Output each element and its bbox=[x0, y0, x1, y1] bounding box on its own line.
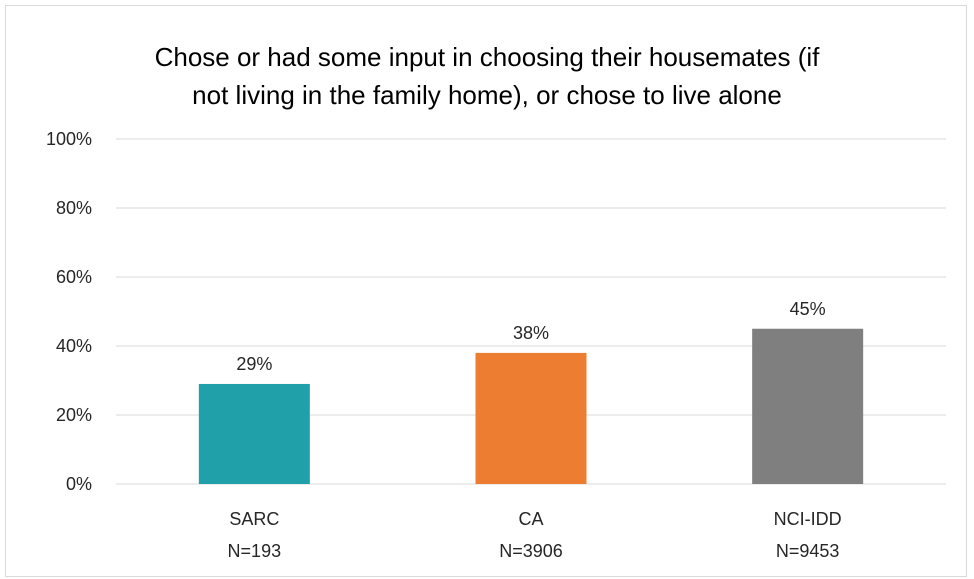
category-label: NCI-IDD bbox=[774, 509, 842, 529]
bar-nci-idd bbox=[752, 328, 864, 484]
category-label: CA bbox=[518, 509, 543, 529]
chart-title: Chose or had some input in choosing thei… bbox=[6, 38, 968, 114]
bars bbox=[198, 328, 864, 484]
chart-title-line-1: Chose or had some input in choosing thei… bbox=[154, 42, 820, 72]
chart-title-line-2: not living in the family home), or chose… bbox=[192, 80, 782, 110]
bar-chart: 0% 20% 40% 60% 80% 100% 29% 38% 45% SARC N=193 CA… bbox=[46, 129, 946, 561]
y-tick-label: 100% bbox=[46, 129, 92, 149]
y-tick-label: 40% bbox=[56, 336, 92, 356]
category-n-label: N=193 bbox=[228, 541, 282, 561]
data-label: 45% bbox=[790, 299, 826, 319]
chart-frame: Chose or had some input in choosing thei… bbox=[5, 5, 967, 577]
y-tick-label: 80% bbox=[56, 198, 92, 218]
category-n-label: N=3906 bbox=[499, 541, 563, 561]
bar-ca bbox=[475, 352, 587, 484]
category-n-label: N=9453 bbox=[776, 541, 840, 561]
y-axis-tick-labels: 0% 20% 40% 60% 80% 100% bbox=[46, 129, 92, 494]
bar-sarc bbox=[198, 383, 310, 484]
data-label: 29% bbox=[236, 354, 272, 374]
data-labels: 29% 38% 45% bbox=[236, 299, 825, 374]
y-tick-label: 60% bbox=[56, 267, 92, 287]
data-label: 38% bbox=[513, 323, 549, 343]
y-tick-label: 20% bbox=[56, 405, 92, 425]
category-labels: SARC N=193 CA N=3906 NCI-IDD N=9453 bbox=[228, 509, 842, 561]
y-tick-label: 0% bbox=[66, 474, 92, 494]
category-label: SARC bbox=[229, 509, 279, 529]
